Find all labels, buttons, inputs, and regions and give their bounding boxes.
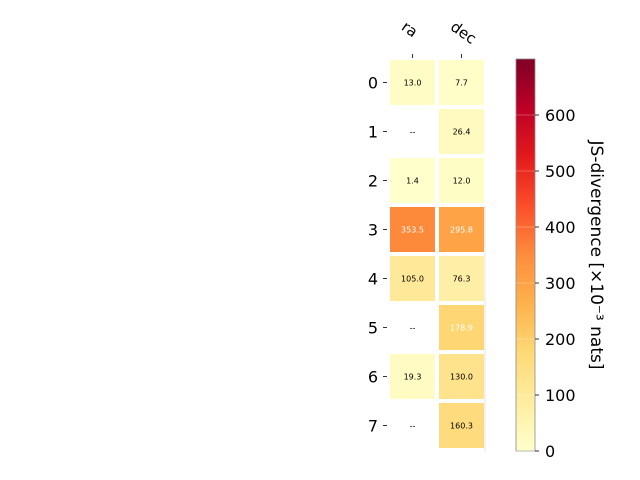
- cell-value-label: 12.0: [453, 177, 471, 186]
- colorbar: [515, 58, 536, 452]
- colorbar-tick-label: 0: [545, 442, 555, 461]
- column-label: dec: [447, 18, 479, 48]
- row-label: 5: [368, 319, 378, 338]
- cell-value-label: 13.0: [404, 79, 422, 88]
- row-label: 3: [368, 221, 378, 240]
- heatmap-cell: [390, 60, 435, 105]
- cell-value-label: 295.8: [450, 226, 473, 235]
- heatmap-cell: [439, 354, 484, 399]
- colorbar-label: JS-divergence [×10⁻³ nats]: [586, 140, 606, 370]
- cell-value-label: 19.3: [404, 373, 422, 382]
- cell-value-label: 353.5: [401, 226, 424, 235]
- column-labels: ra dec: [398, 18, 480, 58]
- heatmap-cell: [390, 207, 435, 252]
- row-label: 1: [368, 123, 378, 142]
- colorbar-ticks: 0 100 200 300 400 500 600: [516, 106, 576, 461]
- heatmap-cell: [390, 354, 435, 399]
- heatmap-cell: [439, 305, 484, 350]
- heatmap-cell: [439, 158, 484, 203]
- cell-value-label: 7.7: [455, 79, 468, 88]
- cell-value-label: 130.0: [450, 373, 473, 382]
- row-label: 2: [368, 172, 378, 191]
- heatmap-cell: [439, 60, 484, 105]
- colorbar-tick-label: 400: [545, 218, 576, 237]
- cell-value-label: 105.0: [401, 275, 424, 284]
- row-label: 4: [368, 270, 378, 289]
- heatmap-cell: [439, 256, 484, 301]
- colorbar-tick-label: 200: [545, 330, 576, 349]
- colorbar-tick-label: 600: [545, 106, 576, 125]
- row-label: 6: [368, 368, 378, 387]
- heatmap-cell: [439, 109, 484, 154]
- colorbar-tick-label: 100: [545, 386, 576, 405]
- column-label: ra: [398, 18, 421, 42]
- row-label: 0: [368, 74, 378, 93]
- cell-value-label: --: [410, 422, 416, 431]
- row-labels: 0 1 2 3 4 5 6 7: [368, 74, 387, 436]
- cell-value-label: 160.3: [450, 422, 473, 431]
- colorbar-gradient: [515, 58, 536, 452]
- heatmap-cell: [390, 256, 435, 301]
- heatmap-cells: 13.0 7.7 -- 26.4 1.4 12.0 353.5 295.8 105.0 76.3 -…: [390, 60, 486, 452]
- cell-value-label: 1.4: [406, 177, 419, 186]
- cell-value-label: 76.3: [453, 275, 471, 284]
- row-label: 7: [368, 417, 378, 436]
- colorbar-tick-label: 500: [545, 162, 576, 181]
- heatmap-cell: [439, 403, 484, 448]
- heatmap-cell: [390, 158, 435, 203]
- cell-value-label: 178.9: [450, 324, 473, 333]
- cell-value-label: --: [410, 128, 416, 137]
- heatmap-cell: [439, 207, 484, 252]
- cell-value-label: --: [410, 324, 416, 333]
- colorbar-tick-label: 300: [545, 274, 576, 293]
- cell-value-label: 26.4: [453, 128, 471, 137]
